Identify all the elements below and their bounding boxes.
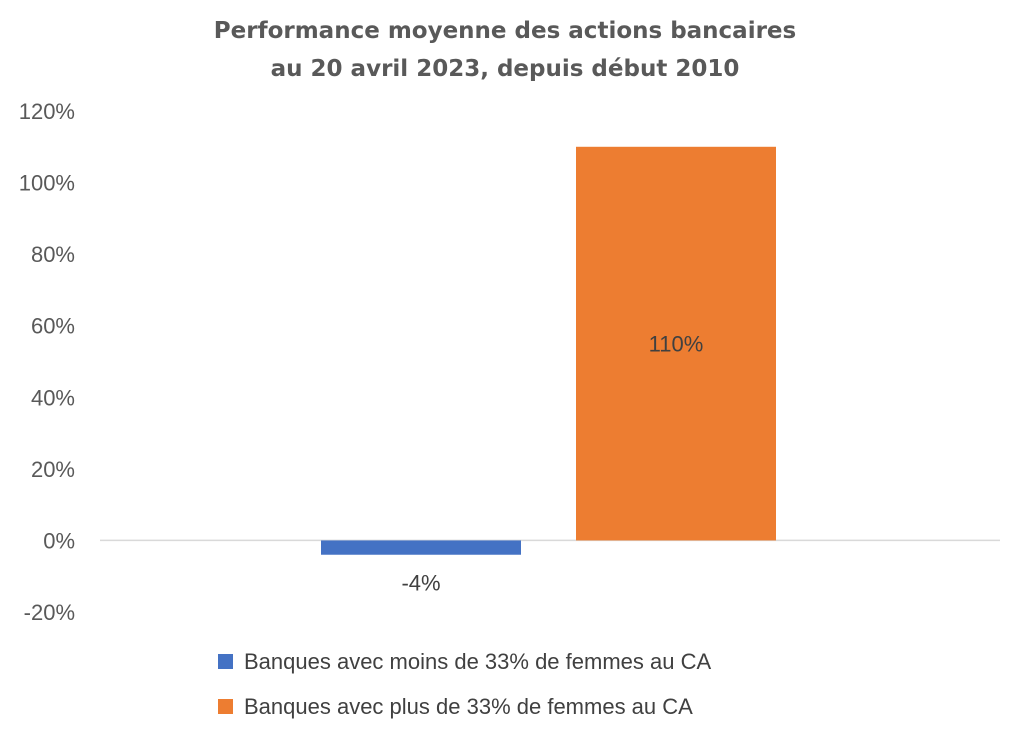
bar-2 bbox=[576, 146, 776, 541]
y-tick-label: 120% bbox=[19, 99, 75, 124]
chart-subtitle: au 20 avril 2023, depuis début 2010 bbox=[271, 56, 740, 82]
legend-label-1: Banques avec moins de 33% de femmes au C… bbox=[244, 649, 711, 674]
y-tick-label: 0% bbox=[43, 528, 75, 553]
chart-title: Performance moyenne des actions bancaire… bbox=[214, 18, 796, 44]
bar-value-label-2: 110% bbox=[649, 332, 704, 357]
bars: -4% 110% bbox=[321, 146, 776, 596]
y-tick-label: 100% bbox=[19, 171, 75, 196]
y-tick-label: 20% bbox=[31, 457, 75, 482]
bar-1 bbox=[321, 540, 521, 555]
y-tick-label: 80% bbox=[31, 242, 75, 267]
y-tick-label: 40% bbox=[31, 385, 75, 410]
y-axis: 120% 100% 80% 60% 40% 20% 0% -20% bbox=[19, 99, 75, 625]
legend: Banques avec moins de 33% de femmes au C… bbox=[218, 649, 711, 719]
legend-swatch-2 bbox=[218, 699, 233, 714]
y-tick-label: 60% bbox=[31, 314, 75, 339]
bar-value-label-1: -4% bbox=[401, 571, 440, 596]
legend-swatch-1 bbox=[218, 654, 233, 669]
legend-label-2: Banques avec plus de 33% de femmes au CA bbox=[244, 694, 693, 719]
y-tick-label: -20% bbox=[24, 600, 75, 625]
